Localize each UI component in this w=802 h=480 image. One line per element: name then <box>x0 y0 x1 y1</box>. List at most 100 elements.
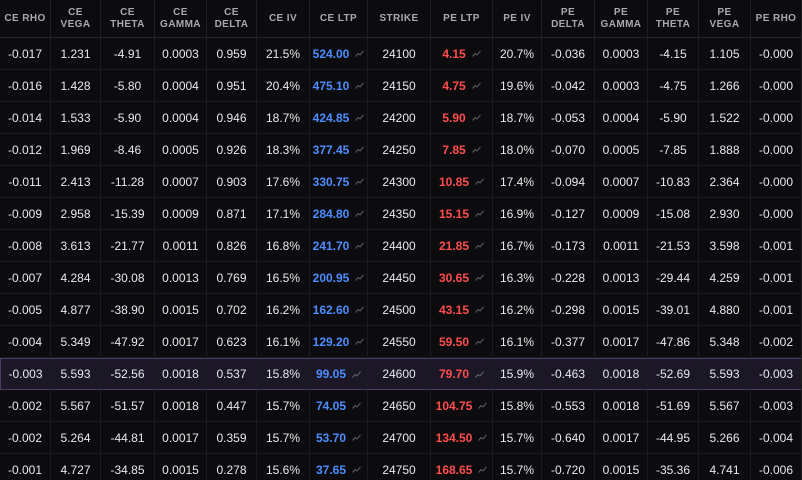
cell-ce-ltp[interactable]: 524.00 <box>310 38 368 70</box>
header-ce-ltp[interactable]: CE LTP <box>310 0 368 38</box>
cell-ce-iv: 20.4% <box>257 70 310 102</box>
mini-chart-icon[interactable] <box>352 370 361 378</box>
mini-chart-icon[interactable] <box>352 402 361 409</box>
header-strike[interactable]: STRIKE <box>368 0 431 38</box>
cell-ce-gamma: 0.0011 <box>155 230 207 262</box>
cell-ce-vega: 3.613 <box>51 230 101 262</box>
header-pe-iv[interactable]: PE IV <box>493 0 542 38</box>
cell-ce-ltp[interactable]: 377.45 <box>310 134 368 166</box>
mini-chart-icon[interactable] <box>355 242 365 249</box>
mini-chart-icon[interactable] <box>471 50 481 57</box>
mini-chart-icon[interactable] <box>355 50 365 57</box>
mini-chart-icon[interactable] <box>475 242 484 249</box>
mini-chart-icon[interactable] <box>471 146 481 153</box>
mini-chart-icon[interactable] <box>355 114 365 121</box>
mini-chart-icon[interactable] <box>355 338 365 345</box>
cell-pe-ltp[interactable]: 15.15 <box>431 198 493 230</box>
cell-pe-ltp[interactable]: 4.15 <box>431 38 493 70</box>
cell-pe-ltp[interactable]: 79.70 <box>431 358 493 390</box>
cell-ce-ltp[interactable]: 129.20 <box>310 326 368 358</box>
mini-chart-icon[interactable] <box>475 338 484 345</box>
cell-ce-rho: -0.011 <box>0 166 51 198</box>
cell-pe-ltp[interactable]: 168.65 <box>431 454 493 480</box>
header-ce-rho[interactable]: CE RHO <box>0 0 51 38</box>
cell-ce-ltp[interactable]: 53.70 <box>310 422 368 454</box>
header-ce-iv[interactable]: CE IV <box>257 0 310 38</box>
cell-ce-vega: 2.958 <box>51 198 101 230</box>
cell-pe-theta: -4.75 <box>648 70 699 102</box>
cell-pe-ltp[interactable]: 43.15 <box>431 294 493 326</box>
mini-chart-icon[interactable] <box>475 370 484 378</box>
mini-chart-icon[interactable] <box>471 114 481 121</box>
cell-pe-ltp[interactable]: 7.85 <box>431 134 493 166</box>
mini-chart-icon[interactable] <box>478 402 488 409</box>
header-pe-theta[interactable]: PE THETA <box>648 0 699 38</box>
cell-pe-ltp[interactable]: 4.75 <box>431 70 493 102</box>
cell-pe-ltp[interactable]: 30.65 <box>431 262 493 294</box>
cell-ce-ltp[interactable]: 162.60 <box>310 294 368 326</box>
header-ce-delta[interactable]: CE DELTA <box>207 0 257 38</box>
header-ce-theta[interactable]: CE THETA <box>101 0 155 38</box>
cell-ce-gamma: 0.0018 <box>155 390 207 422</box>
cell-ce-delta: 0.926 <box>207 134 257 166</box>
cell-pe-gamma: 0.0005 <box>595 134 648 166</box>
cell-ce-vega: 5.264 <box>51 422 101 454</box>
cell-ce-ltp[interactable]: 424.85 <box>310 102 368 134</box>
mini-chart-icon[interactable] <box>355 82 365 89</box>
mini-chart-icon[interactable] <box>475 274 484 281</box>
cell-ce-ltp[interactable]: 475.10 <box>310 70 368 102</box>
mini-chart-icon[interactable] <box>355 274 365 281</box>
cell-ce-ltp[interactable]: 74.05 <box>310 390 368 422</box>
cell-strike: 24150 <box>368 70 431 102</box>
cell-pe-ltp[interactable]: 5.90 <box>431 102 493 134</box>
cell-ce-ltp[interactable]: 284.80 <box>310 198 368 230</box>
cell-pe-ltp[interactable]: 21.85 <box>431 230 493 262</box>
cell-ce-rho: -0.007 <box>0 262 51 294</box>
mini-chart-icon[interactable] <box>475 306 484 313</box>
cell-ce-theta: -8.46 <box>101 134 155 166</box>
mini-chart-icon[interactable] <box>355 178 365 185</box>
cell-pe-ltp[interactable]: 134.50 <box>431 422 493 454</box>
cell-pe-vega: 4.259 <box>699 262 751 294</box>
mini-chart-icon[interactable] <box>475 178 484 185</box>
cell-ce-ltp[interactable]: 200.95 <box>310 262 368 294</box>
header-ce-vega[interactable]: CE VEGA <box>51 0 101 38</box>
header-pe-vega[interactable]: PE VEGA <box>699 0 751 38</box>
cell-ce-delta: 0.447 <box>207 390 257 422</box>
ltp-value: 59.50 <box>438 334 470 349</box>
cell-ce-iv: 15.7% <box>257 422 310 454</box>
cell-pe-ltp[interactable]: 104.75 <box>431 390 493 422</box>
cell-ce-vega: 2.413 <box>51 166 101 198</box>
header-pe-rho[interactable]: PE RHO <box>751 0 802 38</box>
mini-chart-icon[interactable] <box>478 466 488 473</box>
header-pe-gamma[interactable]: PE GAMMA <box>595 0 648 38</box>
mini-chart-icon[interactable] <box>352 466 361 473</box>
mini-chart-icon[interactable] <box>352 434 361 441</box>
header-pe-ltp[interactable]: PE LTP <box>431 0 493 38</box>
mini-chart-icon[interactable] <box>355 210 365 217</box>
cell-strike: 24350 <box>368 198 431 230</box>
header-ce-gamma[interactable]: CE GAMMA <box>155 0 207 38</box>
cell-strike: 24600 <box>368 358 431 390</box>
mini-chart-icon[interactable] <box>475 210 484 217</box>
cell-pe-delta: -0.053 <box>542 102 595 134</box>
mini-chart-icon[interactable] <box>355 146 365 153</box>
mini-chart-icon[interactable] <box>355 306 365 313</box>
cell-pe-ltp[interactable]: 59.50 <box>431 326 493 358</box>
cell-pe-gamma: 0.0013 <box>595 262 648 294</box>
cell-pe-ltp[interactable]: 10.85 <box>431 166 493 198</box>
cell-ce-rho: -0.002 <box>0 390 51 422</box>
header-pe-delta[interactable]: PE DELTA <box>542 0 595 38</box>
cell-ce-vega: 1.231 <box>51 38 101 70</box>
cell-pe-rho: -0.000 <box>751 198 802 230</box>
cell-ce-ltp[interactable]: 99.05 <box>310 358 368 390</box>
cell-ce-ltp[interactable]: 241.70 <box>310 230 368 262</box>
cell-ce-ltp[interactable]: 330.75 <box>310 166 368 198</box>
mini-chart-icon[interactable] <box>478 434 488 441</box>
ltp-value: 168.65 <box>435 462 473 477</box>
cell-pe-theta: -10.83 <box>648 166 699 198</box>
cell-strike: 24750 <box>368 454 431 480</box>
cell-ce-ltp[interactable]: 37.65 <box>310 454 368 480</box>
cell-pe-delta: -0.036 <box>542 38 595 70</box>
mini-chart-icon[interactable] <box>471 82 481 89</box>
